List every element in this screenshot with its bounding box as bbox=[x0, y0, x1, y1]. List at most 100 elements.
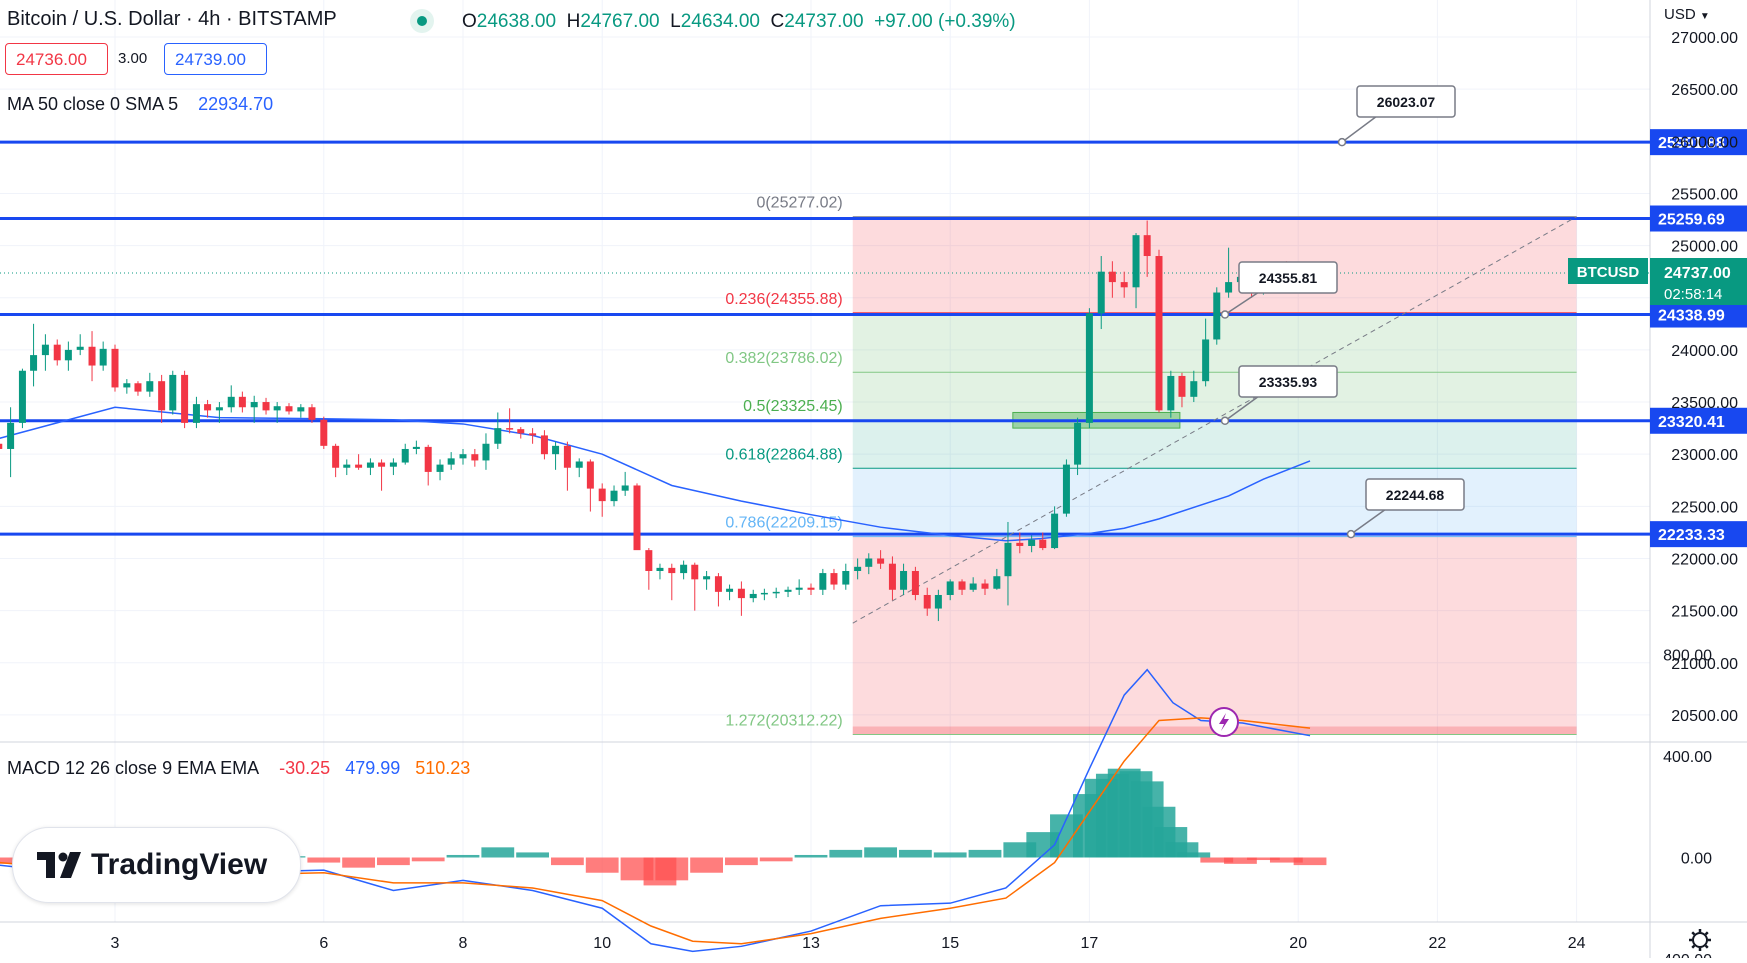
candle-down[interactable] bbox=[53, 344, 61, 361]
candle-up[interactable] bbox=[934, 594, 942, 609]
candle-up[interactable] bbox=[389, 462, 397, 467]
candle-up[interactable] bbox=[1062, 464, 1070, 514]
candle-down[interactable] bbox=[134, 383, 142, 392]
candle-up[interactable] bbox=[621, 485, 629, 491]
candle-down[interactable] bbox=[830, 573, 838, 585]
candle-down[interactable] bbox=[691, 564, 699, 580]
candle-up[interactable] bbox=[854, 566, 862, 571]
candle-down[interactable] bbox=[378, 462, 386, 467]
candle-up[interactable] bbox=[552, 445, 560, 455]
candle-down[interactable] bbox=[737, 588, 745, 599]
candle-up[interactable] bbox=[946, 581, 954, 595]
candle-up[interactable] bbox=[680, 564, 688, 574]
candle-down[interactable] bbox=[633, 485, 641, 551]
candle-up[interactable] bbox=[1051, 513, 1059, 549]
candle-down[interactable] bbox=[888, 563, 896, 590]
candle-down[interactable] bbox=[111, 348, 119, 388]
candle-down[interactable] bbox=[181, 374, 189, 423]
candle-up[interactable] bbox=[447, 458, 455, 465]
candle-down[interactable] bbox=[204, 404, 212, 411]
candle-down[interactable] bbox=[645, 550, 653, 571]
candle-down[interactable] bbox=[540, 435, 548, 455]
candle-down[interactable] bbox=[238, 396, 246, 408]
candle-up[interactable] bbox=[482, 443, 490, 461]
candle-down[interactable] bbox=[506, 428, 514, 430]
ma-legend[interactable]: MA 50 close 0 SMA 5 22934.70 bbox=[7, 94, 273, 115]
buy-price-button[interactable]: 24739.00 bbox=[164, 43, 267, 75]
candle-up[interactable] bbox=[1225, 282, 1233, 293]
candle-up[interactable] bbox=[146, 381, 154, 392]
candle-down[interactable] bbox=[598, 488, 606, 502]
candle-up[interactable] bbox=[366, 462, 374, 468]
candle-down[interactable] bbox=[923, 594, 931, 609]
candle-down[interactable] bbox=[285, 406, 293, 412]
candle-up[interactable] bbox=[865, 558, 873, 567]
candle-down[interactable] bbox=[877, 558, 885, 564]
candle-down[interactable] bbox=[807, 587, 815, 590]
candle-up[interactable] bbox=[169, 374, 177, 411]
sell-price-button[interactable]: 24736.00 bbox=[5, 43, 108, 75]
candle-down[interactable] bbox=[517, 429, 525, 434]
candle-up[interactable] bbox=[1004, 542, 1012, 577]
candle-down[interactable] bbox=[668, 567, 676, 574]
candle-down[interactable] bbox=[563, 445, 571, 468]
candle-up[interactable] bbox=[1028, 539, 1036, 546]
candle-up[interactable] bbox=[412, 446, 420, 449]
candle-up[interactable] bbox=[436, 464, 444, 472]
candle-up[interactable] bbox=[842, 570, 850, 585]
candle-down[interactable] bbox=[0, 443, 3, 449]
candle-up[interactable] bbox=[30, 355, 38, 371]
symbol-title[interactable]: Bitcoin / U.S. Dollar · 4h · BITSTAMP bbox=[7, 8, 337, 30]
settings-gear-icon[interactable] bbox=[1689, 929, 1711, 951]
candle-up[interactable] bbox=[64, 349, 72, 361]
candle-down[interactable] bbox=[1108, 271, 1116, 283]
candle-down[interactable] bbox=[88, 346, 96, 366]
candle-down[interactable] bbox=[355, 464, 363, 468]
candle-up[interactable] bbox=[703, 576, 711, 580]
ma-line[interactable] bbox=[0, 406, 1311, 542]
candle-down[interactable] bbox=[981, 583, 989, 589]
candle-up[interactable] bbox=[123, 383, 131, 388]
candle-up[interactable] bbox=[969, 583, 977, 590]
market-status-icon[interactable] bbox=[410, 9, 434, 33]
candle-down[interactable] bbox=[1016, 542, 1024, 546]
candle-up[interactable] bbox=[41, 344, 49, 356]
candle-up[interactable] bbox=[772, 591, 780, 594]
candle-up[interactable] bbox=[610, 490, 618, 502]
candle-up[interactable] bbox=[656, 567, 664, 571]
candle-up[interactable] bbox=[1213, 292, 1221, 340]
candle-up[interactable] bbox=[1202, 339, 1210, 382]
macd-signal-line[interactable] bbox=[0, 717, 1311, 945]
candle-up[interactable] bbox=[494, 428, 502, 444]
candle-up[interactable] bbox=[459, 454, 467, 459]
candle-up[interactable] bbox=[760, 592, 768, 595]
candle-up[interactable] bbox=[343, 464, 351, 468]
candle-up[interactable] bbox=[795, 587, 803, 590]
candle-down[interactable] bbox=[1120, 282, 1128, 288]
candle-down[interactable] bbox=[911, 570, 919, 595]
lightning-icon[interactable] bbox=[1209, 707, 1239, 737]
callout-box[interactable] bbox=[1238, 261, 1338, 294]
candle-up[interactable] bbox=[18, 370, 26, 423]
candle-up[interactable] bbox=[7, 422, 15, 449]
callout-box[interactable] bbox=[1356, 85, 1456, 118]
candle-down[interactable] bbox=[1143, 235, 1151, 257]
candle-up[interactable] bbox=[900, 570, 908, 590]
candle-down[interactable] bbox=[320, 419, 328, 446]
candle-down[interactable] bbox=[471, 454, 479, 461]
candle-up[interactable] bbox=[575, 461, 583, 468]
candle-down[interactable] bbox=[1155, 256, 1163, 411]
candle-down[interactable] bbox=[332, 445, 340, 468]
candle-down[interactable] bbox=[586, 461, 594, 489]
candle-up[interactable] bbox=[297, 407, 305, 412]
candle-up[interactable] bbox=[250, 402, 258, 408]
candle-up[interactable] bbox=[1085, 313, 1093, 423]
candle-up[interactable] bbox=[227, 396, 235, 408]
candle-up[interactable] bbox=[1097, 271, 1105, 314]
candle-down[interactable] bbox=[262, 402, 270, 411]
candle-up[interactable] bbox=[99, 348, 107, 366]
candle-down[interactable] bbox=[1178, 375, 1186, 397]
candle-up[interactable] bbox=[192, 404, 200, 423]
